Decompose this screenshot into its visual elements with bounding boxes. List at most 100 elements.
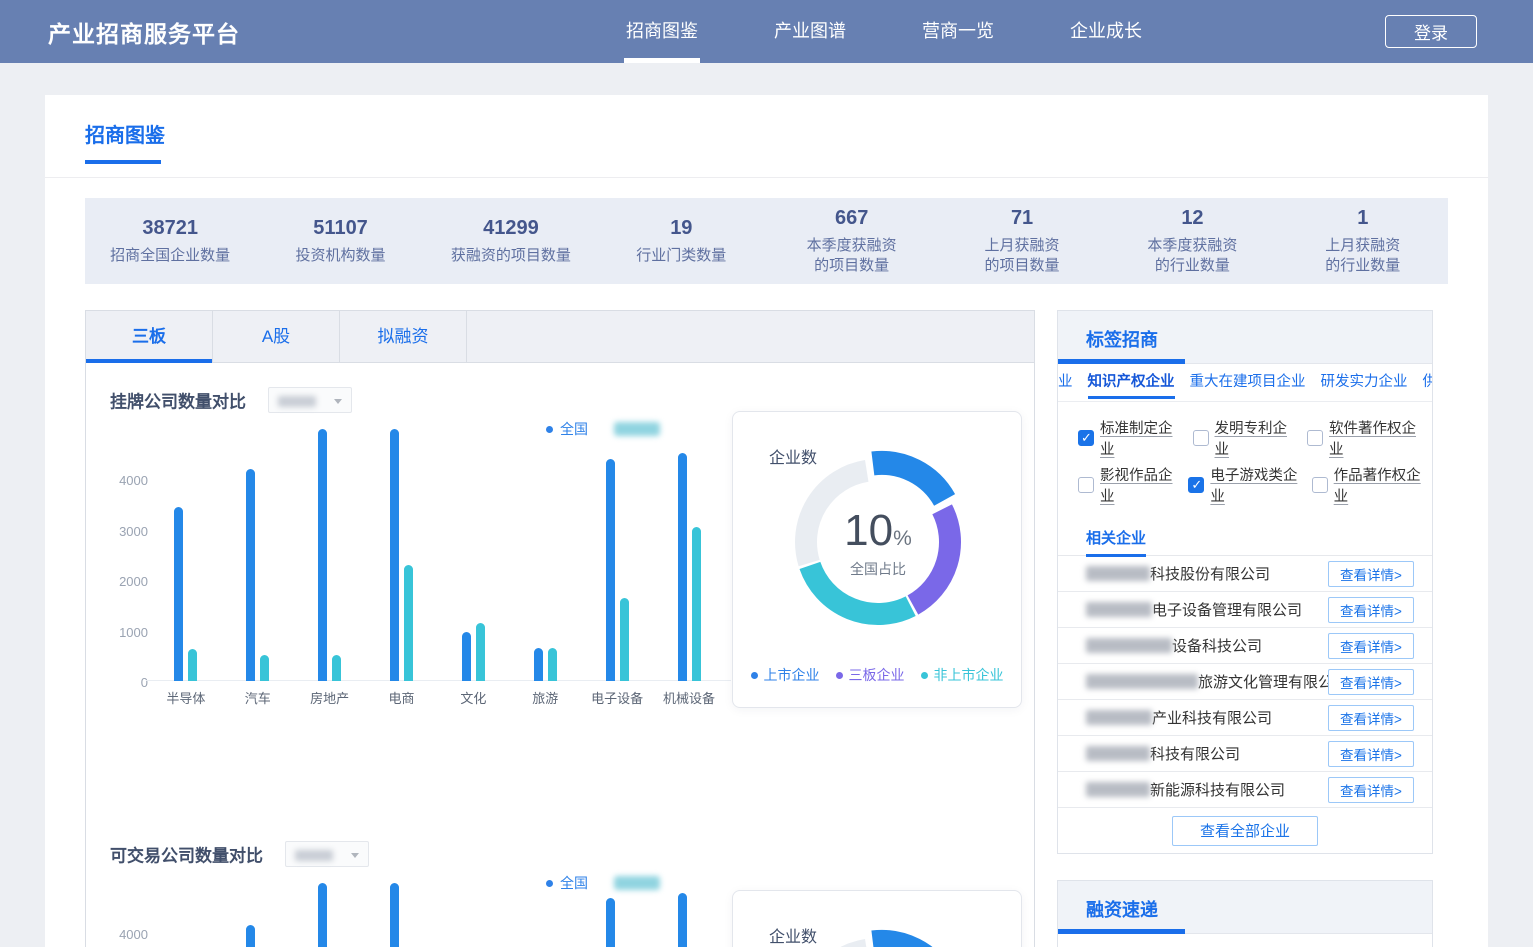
company-name: 电子设备管理有限公司 [1152,602,1303,619]
view-detail-button[interactable]: 查看详情> [1328,560,1414,587]
legend-item-three-board[interactable]: 三板企业 [835,665,905,685]
company-name: 新能源科技有限公司 [1150,782,1286,799]
blurred-legend-label [614,422,660,436]
checkbox-checked-icon[interactable] [1078,430,1094,446]
bar-group-电子设备: 电子设备 [581,429,653,706]
view-all-companies-button[interactable]: 查看全部企业 [1172,815,1318,846]
legend-label: 全国 [560,875,588,891]
checkbox-unchecked-icon[interactable] [1192,430,1209,446]
tag-tab-4[interactable]: 研发实力企业 [1320,374,1408,390]
legend-item-national[interactable]: 全国 [546,873,588,893]
view-detail-button[interactable]: 查看详情> [1328,632,1414,659]
donut-segment [799,561,916,625]
panel-header: 标签招商 [1058,311,1432,364]
checkbox-3[interactable]: 软件著作权企业 [1307,417,1422,459]
checkbox-4[interactable]: 影视作品企业 [1078,464,1175,506]
company-name: 旅游文化管理有限公司 [1198,674,1328,691]
view-detail-button[interactable]: 查看详情> [1328,704,1414,731]
tradable-companies-section: 可交易公司数量对比 01000200030004000半导体汽车房地产电商文化旅… [86,719,1034,947]
checkbox-unchecked-icon[interactable] [1078,477,1094,493]
top-navbar: 产业招商服务平台 招商图鉴 产业图谱 营商一览 企业成长 登录 [0,0,1533,63]
panel-title: 融资速递 [1086,900,1158,920]
checkbox-5[interactable]: 电子游戏类企业 [1188,464,1298,506]
bar-房地产 [318,883,328,947]
view-detail-button[interactable]: 查看详情> [1328,668,1414,695]
legend-label: 非上市企业 [933,667,1004,683]
view-detail-button[interactable]: 查看详情> [1328,596,1414,623]
legend-item-listed[interactable]: 上市企业 [750,665,820,685]
bar-group-电商: 电商 [366,429,438,706]
bar-group-半导体: 半导体 [150,429,222,706]
region-select[interactable] [285,841,370,867]
checkbox-unchecked-icon[interactable] [1307,430,1323,446]
checkbox-2[interactable]: 发明专利企业 [1192,417,1295,459]
bar-电商 [390,883,400,947]
section-title: 挂牌公司数量对比 [110,392,246,412]
view-detail-button[interactable]: 查看详情> [1328,776,1414,803]
tab-拟融资[interactable]: 拟融资 [340,311,467,362]
legend-dot [920,671,928,679]
stat-value: 667 [835,207,869,229]
page-title-row: 招商图鉴 [45,95,1488,178]
nav-item-2[interactable]: 产业图谱 [774,21,846,41]
bar-group-半导体: 半导体 [150,883,222,947]
board-tabs: 三板 A股 拟融资 [86,311,1034,363]
checkbox-1[interactable]: 标准制定企业 [1078,417,1180,459]
page-title: 招商图鉴 [85,125,165,147]
bar-房地产 [318,429,328,681]
stat-item: 667 本季度获融资 的项目数量 [767,207,937,275]
tab-三板[interactable]: 三板 [86,311,213,363]
checkbox-6[interactable]: 作品著作权企业 [1311,464,1422,506]
stat-label: 上月获融资 的项目数量 [984,237,1060,274]
enterprise-donut-card: 企业数 10% 全国占比 [732,890,1022,947]
bar-汽车 [246,469,256,681]
view-detail-button[interactable]: 查看详情> [1328,740,1414,767]
bar-汽车 [246,925,256,947]
login-button[interactable]: 登录 [1385,15,1477,48]
stat-item: 1 上月获融资 的行业数量 [1278,207,1448,275]
donut-title: 企业数 [769,929,818,946]
bar-group-汽车: 汽车 [222,883,294,947]
section-title: 可交易公司数量对比 [110,846,263,866]
stat-value: 1 [1357,207,1369,229]
x-axis-label: 半导体 [166,691,206,706]
x-axis-label: 旅游 [532,691,559,706]
legend-dot [546,425,553,433]
blurred-company-name [1086,674,1198,689]
legend-item-blurred[interactable] [614,876,660,890]
nav-item-3[interactable]: 营商一览 [922,21,994,41]
bar-groups: 半导体 汽车 房地产 电商 文化 旅游 电子设备 机械设备 [150,429,725,706]
panel-footer: 查看全部企业 [1058,808,1432,853]
x-axis-label: 电子设备 [591,691,644,706]
nav-item-4[interactable]: 企业成长 [1070,21,1142,41]
nav-item-1[interactable]: 招商图鉴 [624,0,700,63]
tag-tab-1[interactable]: 业 [1058,374,1073,390]
checkbox-checked-icon[interactable] [1188,477,1205,493]
blurred-select-value [295,850,334,861]
tag-tab-5[interactable]: 供应商企业 [1423,364,1433,401]
donut-segment [871,929,933,947]
checkbox-label: 作品著作权企业 [1333,468,1421,505]
blurred-company-name [1086,638,1172,653]
financing-news-item[interactable]: 科技股份有限公司获融资5.1亿元 硅晶 2020-05-20 18:00 [1058,934,1432,947]
checkbox-label: 影视作品企业 [1100,468,1173,505]
y-axis-tick: 3000 [119,523,148,539]
stat-item: 51107 投资机构数量 [255,217,425,266]
blurred-company-name [1086,782,1150,797]
legend-item-blurred[interactable] [614,422,660,436]
related-companies-list: 科技股份有限公司 查看详情> 电子设备管理有限公司 查看详情> 设备科技公司 查看详情> 旅… [1058,556,1432,808]
region-select[interactable] [268,387,353,413]
x-axis-label: 电商 [388,691,415,706]
tab-A股[interactable]: A股 [213,311,340,362]
legend-item-unlisted[interactable]: 非上市企业 [920,665,1004,685]
x-axis-label: 汽车 [244,691,271,706]
company-row: 旅游文化管理有限公司查看详情> [1058,664,1432,700]
tag-filter-checkboxes: 标准制定企业 发明专利企业 软件著作权企业 影视作品企业电子游戏类企业作品著作权企业 [1058,402,1432,521]
company-row: 产业科技有限公司 查看详情> [1058,700,1432,736]
tag-tab-3[interactable]: 重大在建项目企业 [1189,374,1306,390]
checkbox-unchecked-icon[interactable] [1311,477,1328,493]
listed-companies-section: 挂牌公司数量对比 0 1000 2000 3000 4000 半导体 汽车 房地产 电商 文化 旅游… [86,363,1034,719]
related-companies-header: 相关企业 [1058,521,1432,557]
tag-tab-2[interactable]: 知识产权企业 [1087,364,1175,401]
legend-item-national[interactable]: 全国 [546,419,588,439]
